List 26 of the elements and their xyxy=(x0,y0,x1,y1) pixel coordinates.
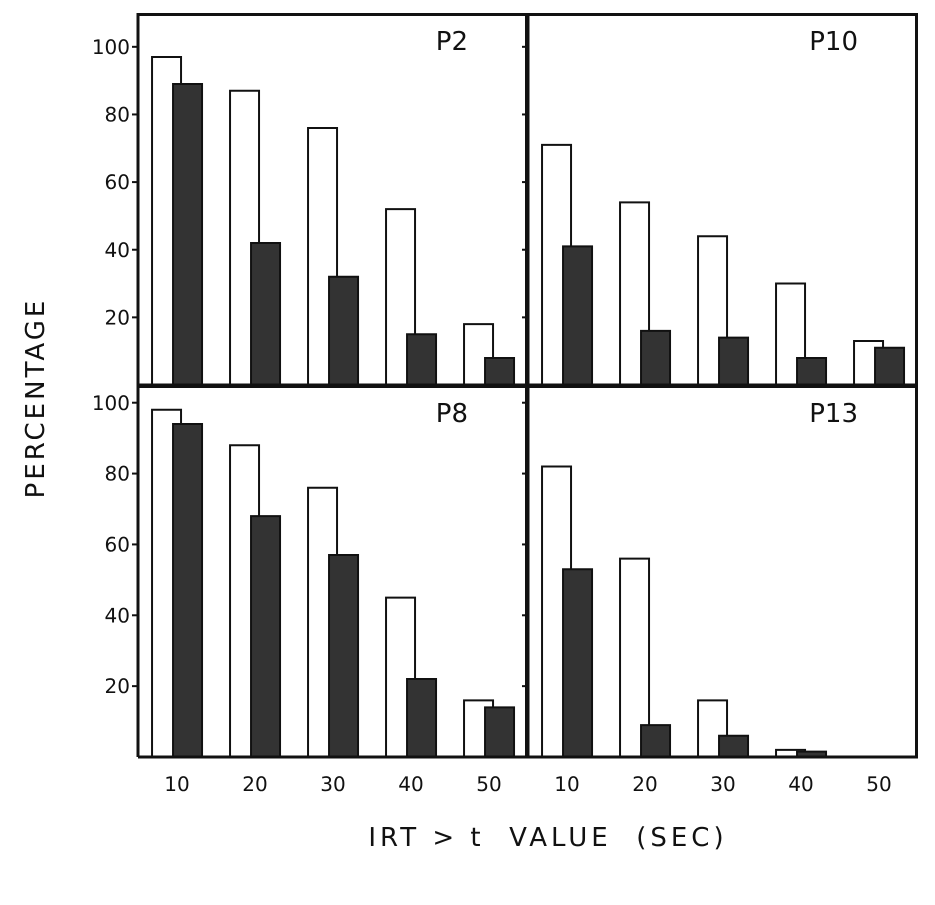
x-tick-label: 40 xyxy=(788,772,814,796)
x-tick-label: 50 xyxy=(866,772,892,796)
y-tick-label: 100 xyxy=(92,390,130,415)
x-tick-label: 50 xyxy=(476,772,502,796)
y-tick-label: 100 xyxy=(92,34,130,59)
x-tick-label: 10 xyxy=(164,772,190,796)
y-axis-title: PERCENTAGE xyxy=(21,298,51,498)
y-tick-label: 60 xyxy=(104,170,130,194)
x-tick-label: 10 xyxy=(554,772,580,796)
y-tick-label: 40 xyxy=(104,238,130,262)
x-tick-label: 40 xyxy=(398,772,424,796)
x-tick-label: 30 xyxy=(710,772,736,796)
x-axis-title: IRT > t VALUE (SEC) xyxy=(368,823,728,853)
y-tick-label: 80 xyxy=(104,462,130,486)
x-tick-label: 20 xyxy=(242,772,268,796)
y-tick-label: 20 xyxy=(104,674,130,698)
y-tick-label: 60 xyxy=(104,532,130,557)
y-tick-label: 40 xyxy=(104,603,130,628)
x-tick-label: 20 xyxy=(632,772,658,796)
text: P2 xyxy=(436,27,468,57)
y-tick-label: 80 xyxy=(104,102,130,127)
x-tick-label: 30 xyxy=(320,772,346,796)
y-tick-label: 20 xyxy=(104,305,130,330)
text: P10 xyxy=(809,27,858,57)
text: P13 xyxy=(809,399,858,429)
text: P8 xyxy=(436,399,468,429)
